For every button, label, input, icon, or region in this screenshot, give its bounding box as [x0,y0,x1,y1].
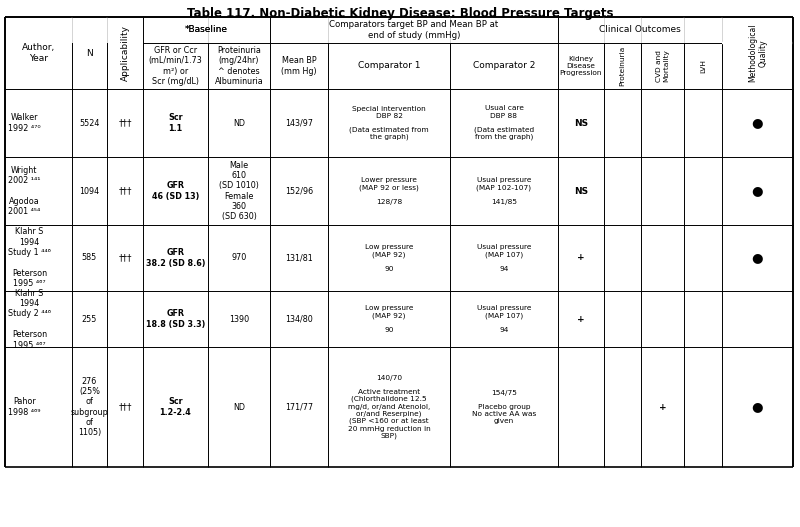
Text: Applicability: Applicability [121,25,130,81]
Text: Clinical Outcomes: Clinical Outcomes [599,25,681,34]
Text: Table 117. Non-Diabetic Kidney Disease: Blood Pressure Targets: Table 117. Non-Diabetic Kidney Disease: … [186,7,614,20]
Text: 152/96: 152/96 [285,187,313,196]
Text: †††: ††† [118,187,132,196]
Text: 5524: 5524 [79,119,100,128]
Text: 131/81: 131/81 [285,253,313,262]
Text: Kidney
Disease
Progression: Kidney Disease Progression [560,56,602,76]
Text: NS: NS [574,187,588,196]
Text: 255: 255 [82,315,97,324]
Text: Usual pressure
(MAP 102-107)

141/85: Usual pressure (MAP 102-107) 141/85 [477,177,531,205]
Text: Pahor
1998 ⁴⁶⁹: Pahor 1998 ⁴⁶⁹ [8,397,41,417]
Text: +: + [658,403,666,412]
Text: 140/70

Active treatment
(Chlorthalidone 12.5
mg/d, or/and Atenolol,
or/and Rese: 140/70 Active treatment (Chlorthalidone … [348,375,430,439]
Text: Walker
1992 ⁴⁷⁰: Walker 1992 ⁴⁷⁰ [8,113,41,133]
Text: *Baseline: *Baseline [185,25,228,34]
Text: Usual care
DBP 88

(Data estimated
from the graph): Usual care DBP 88 (Data estimated from t… [474,105,534,141]
Text: ●: ● [752,184,763,198]
Text: †††: ††† [118,403,132,412]
Text: Mean BP
(mm Hg): Mean BP (mm Hg) [281,56,317,76]
Text: Comparators target BP and Mean BP at
end of study (mmHg): Comparators target BP and Mean BP at end… [330,21,498,40]
Text: 143/97: 143/97 [285,119,313,128]
Text: ●: ● [752,116,763,130]
Text: GFR
46 (SD 13): GFR 46 (SD 13) [152,181,199,201]
Text: 171/77: 171/77 [285,403,313,412]
Text: CVD and
Mortality: CVD and Mortality [656,50,669,82]
Text: Comparator 1: Comparator 1 [358,62,420,71]
Text: N: N [86,48,93,57]
Text: 134/80: 134/80 [285,315,313,324]
Text: 1390: 1390 [229,315,249,324]
Text: Special intervention
DBP 82

(Data estimated from
the graph): Special intervention DBP 82 (Data estima… [349,105,429,141]
Text: 1094: 1094 [79,187,99,196]
Text: GFR or Ccr
(mL/min/1.73
m²) or
Scr (mg/dL): GFR or Ccr (mL/min/1.73 m²) or Scr (mg/d… [149,46,202,86]
Text: ND: ND [233,119,245,128]
Text: ●: ● [752,251,763,265]
Text: NS: NS [574,119,588,128]
Text: †††: ††† [118,253,132,262]
Text: Low pressure
(MAP 92)

90: Low pressure (MAP 92) 90 [365,244,413,272]
Text: 970: 970 [231,253,246,262]
Text: Usual pressure
(MAP 107)

94: Usual pressure (MAP 107) 94 [477,305,531,333]
Text: Klahr S
1994
Study 1 ⁴⁴⁶

Peterson
1995 ⁴⁶⁷: Klahr S 1994 Study 1 ⁴⁴⁶ Peterson 1995 ⁴… [8,228,51,288]
Text: GFR
38.2 (SD 8.6): GFR 38.2 (SD 8.6) [146,248,206,268]
Text: Proteinuria
(mg/24hr)
^ denotes
Albuminuria: Proteinuria (mg/24hr) ^ denotes Albuminu… [214,46,263,86]
Text: Usual pressure
(MAP 107)

94: Usual pressure (MAP 107) 94 [477,244,531,272]
Text: Proteinuria: Proteinuria [619,46,626,86]
Text: Scr
1.1: Scr 1.1 [168,113,183,133]
Text: +: + [577,253,585,262]
Text: †††: ††† [118,119,132,128]
Text: ●: ● [752,401,763,414]
Text: ND: ND [233,403,245,412]
Text: Author,
Year: Author, Year [22,43,55,63]
Text: Klahr S
1994
Study 2 ⁴⁴⁶

Peterson
1995 ⁴⁶⁷: Klahr S 1994 Study 2 ⁴⁴⁶ Peterson 1995 ⁴… [8,288,51,349]
Text: Wright
2002 ¹⁴¹

Agodoa
2001 ⁴⁵⁴: Wright 2002 ¹⁴¹ Agodoa 2001 ⁴⁵⁴ [8,165,41,216]
Text: LVH: LVH [700,59,706,73]
Text: Comparator 2: Comparator 2 [473,62,535,71]
Text: GFR
18.8 (SD 3.3): GFR 18.8 (SD 3.3) [146,309,205,329]
Text: Lower pressure
(MAP 92 or less)

128/78: Lower pressure (MAP 92 or less) 128/78 [359,177,419,205]
Text: Methodological
Quality: Methodological Quality [748,24,767,82]
Text: *Baseline: *Baseline [185,25,228,34]
Text: +: + [577,315,585,324]
Text: 585: 585 [82,253,97,262]
Text: Scr
1.2-2.4: Scr 1.2-2.4 [160,397,191,417]
Text: 154/75

Placebo group
No active AA was
given: 154/75 Placebo group No active AA was gi… [472,390,536,424]
Text: Male
610
(SD 1010)
Female
360
(SD 630): Male 610 (SD 1010) Female 360 (SD 630) [219,161,259,221]
Text: Low pressure
(MAP 92)

90: Low pressure (MAP 92) 90 [365,305,413,333]
Text: 276
(25%
of
subgroup
of
1105): 276 (25% of subgroup of 1105) [70,376,108,437]
